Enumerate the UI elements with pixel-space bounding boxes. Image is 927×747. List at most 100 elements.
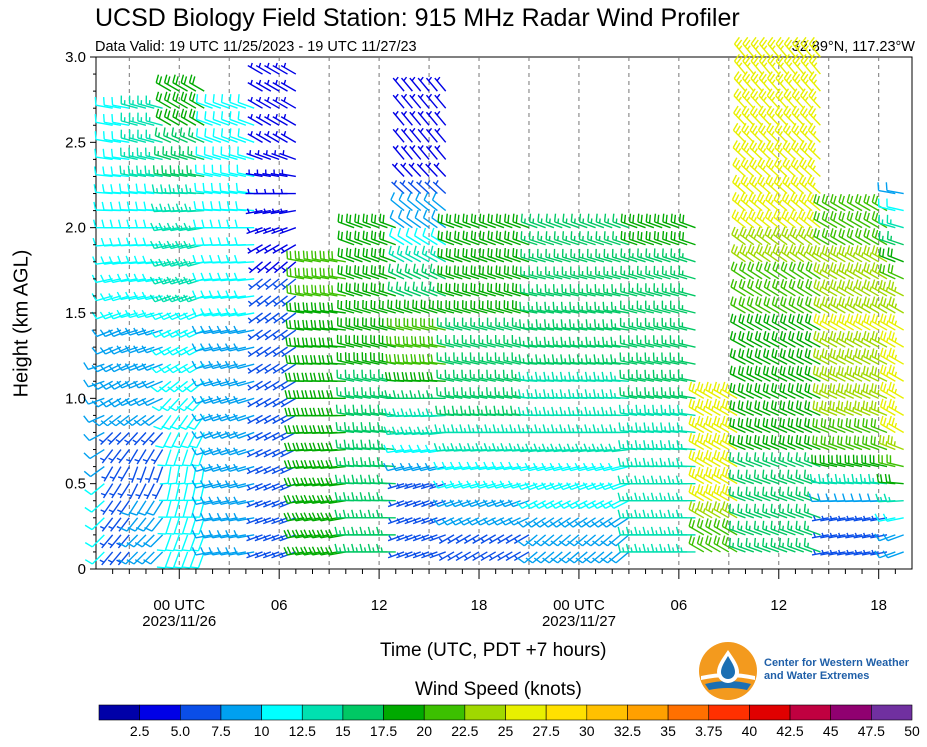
barb-feather	[384, 390, 388, 399]
barb-feather	[311, 267, 314, 276]
barb-feather	[483, 442, 488, 452]
barb-feather	[526, 406, 530, 416]
wind-barb	[425, 76, 438, 92]
barb-feather	[429, 263, 433, 272]
barb-staff	[119, 483, 130, 499]
barb-feather	[133, 273, 139, 282]
wind-barb	[145, 466, 155, 483]
barb-feather	[552, 319, 555, 328]
wind-barb	[409, 127, 422, 143]
barb-feather	[429, 552, 434, 557]
barb-feather	[345, 213, 349, 222]
barb-feather	[572, 358, 575, 363]
wind-barb	[98, 431, 114, 445]
barb-feather	[209, 219, 213, 228]
barb-feather	[141, 363, 148, 371]
barb-feather	[325, 477, 330, 487]
barb-staff	[255, 431, 272, 441]
wind-barb	[272, 113, 288, 126]
barb-feather	[523, 218, 526, 224]
barb-feather	[141, 345, 148, 354]
wind-barb	[247, 113, 263, 126]
barb-feather	[422, 227, 427, 236]
barb-feather	[349, 248, 352, 258]
wind-barb	[158, 483, 172, 502]
wind-barb	[271, 227, 288, 235]
barb-feather	[425, 408, 430, 417]
wind-barb	[286, 250, 305, 263]
barb-feather	[391, 268, 394, 274]
wind-barb	[262, 227, 280, 235]
wind-barb	[280, 380, 297, 391]
barb-feather	[334, 509, 338, 518]
barb-staff	[196, 118, 213, 126]
wind-barb	[93, 166, 113, 178]
barb-feather	[454, 230, 457, 239]
barb-staff	[496, 517, 513, 526]
barb-staff	[134, 517, 147, 532]
barb-staff	[164, 534, 172, 552]
barb-feather	[389, 336, 392, 345]
barb-feather	[394, 162, 398, 168]
barb-feather	[246, 484, 251, 490]
barb-feather	[429, 501, 434, 506]
barb-feather	[275, 130, 278, 136]
barb-feather	[163, 296, 168, 301]
barb-feather	[237, 128, 240, 137]
barb-staff	[446, 255, 463, 263]
barb-feather	[255, 518, 259, 523]
barb-feather	[453, 248, 457, 257]
barb-staff	[272, 99, 288, 109]
barb-feather	[216, 463, 222, 472]
barb-feather	[255, 350, 261, 356]
wind-barb	[281, 312, 297, 324]
barb-feather	[597, 375, 600, 381]
wind-barb	[253, 169, 271, 178]
barb-feather	[216, 512, 222, 522]
barb-feather	[285, 319, 288, 329]
barb-feather	[311, 546, 317, 555]
wind-barb	[415, 192, 430, 212]
barb-feather	[256, 283, 261, 288]
barb-feather	[539, 358, 542, 363]
barb-feather	[415, 192, 420, 201]
barb-feather	[301, 337, 305, 346]
wind-barb	[406, 192, 422, 212]
barb-feather	[156, 188, 159, 193]
barb-staff	[328, 362, 346, 365]
barb-staff	[454, 482, 471, 489]
barb-feather	[216, 395, 222, 404]
wind-barb	[272, 346, 288, 358]
wind-barb	[176, 466, 189, 485]
barb-feather	[283, 130, 287, 136]
barb-feather	[495, 248, 498, 257]
barb-feather	[588, 427, 592, 433]
wind-barb	[168, 397, 189, 412]
barb-staff	[562, 256, 580, 263]
barb-feather	[480, 554, 485, 560]
barb-feather	[174, 348, 182, 356]
wind-barb	[246, 534, 263, 542]
wind-barb	[453, 300, 471, 314]
barb-staff	[229, 363, 247, 370]
barb-staff	[254, 152, 272, 161]
barb-staff	[454, 517, 471, 526]
barb-staff	[362, 238, 380, 246]
barb-feather	[380, 547, 383, 553]
barb-feather	[383, 462, 389, 471]
wind-barb	[378, 299, 396, 314]
barb-staff	[120, 191, 138, 195]
barb-feather	[163, 206, 167, 212]
barb-feather	[417, 408, 422, 417]
barb-staff	[212, 482, 230, 489]
barb-feather	[320, 512, 325, 521]
wind-barb	[453, 317, 471, 331]
barb-feather	[300, 547, 305, 556]
wind-barb	[174, 276, 197, 285]
barb-feather	[301, 372, 305, 381]
barb-feather	[436, 387, 438, 396]
wind-barb	[233, 343, 255, 352]
wind-barb	[158, 346, 180, 356]
barb-feather	[266, 62, 270, 68]
barb-feather	[271, 501, 276, 507]
